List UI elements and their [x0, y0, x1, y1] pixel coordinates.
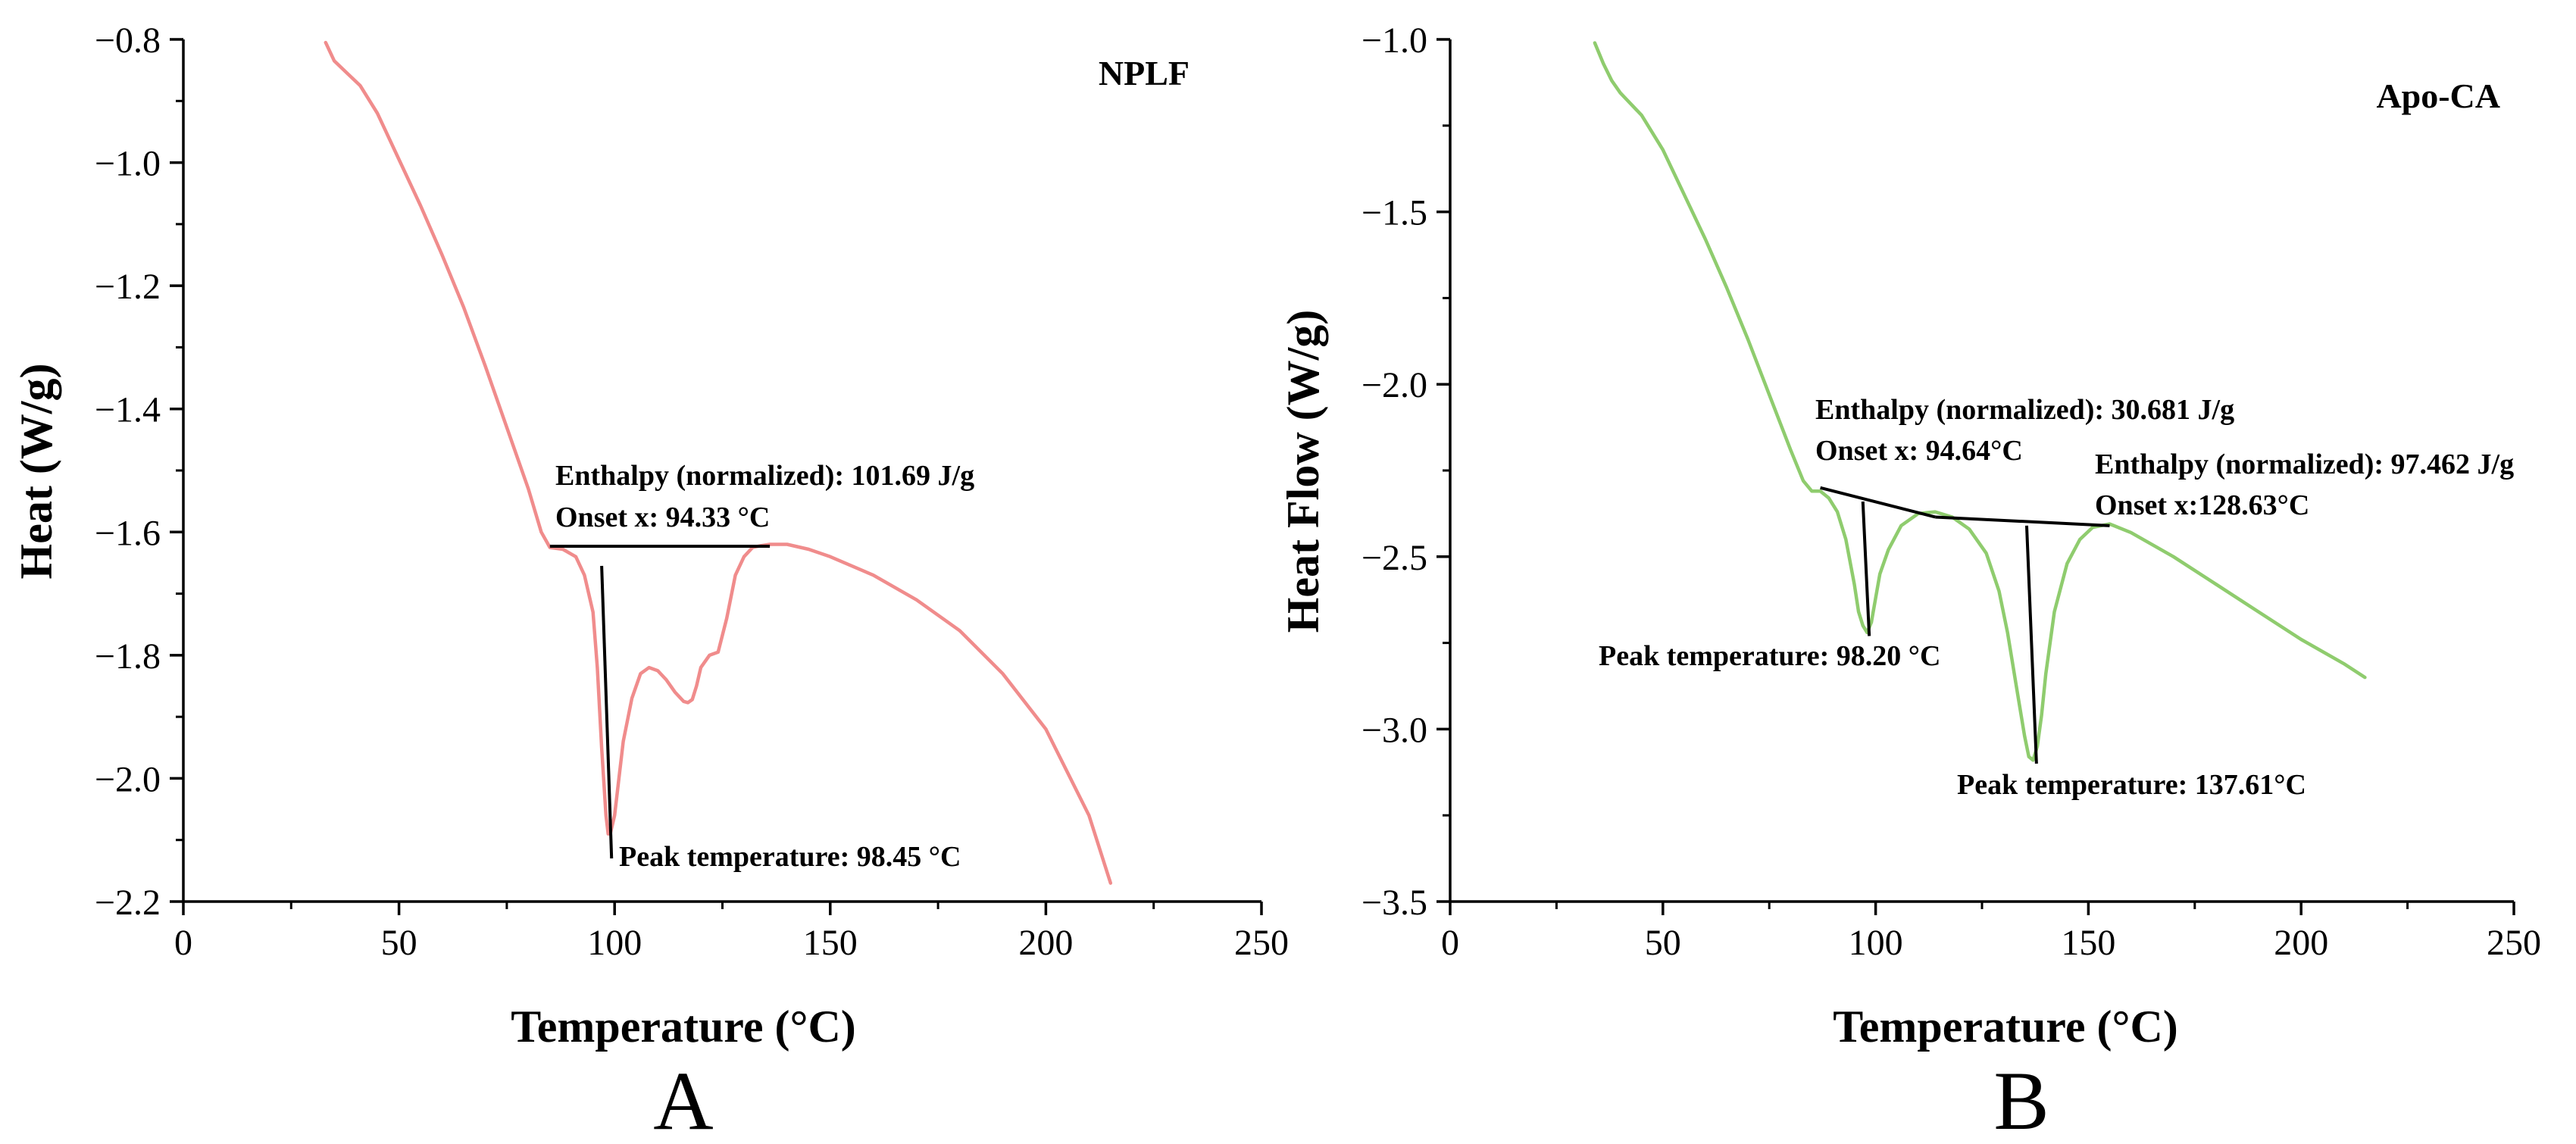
panel-a-x-tick-label: 150: [803, 923, 858, 963]
panel-b: 0 50 100 150 200 250−1.0−1.5−2.0−2.5−3.0−3.5 …: [1278, 20, 2541, 1144]
panel-a-letter: A: [653, 1055, 713, 1144]
panel-a-annotation-lines: [549, 544, 771, 859]
panel-a-y-axis-title: Heat (W/g): [11, 364, 61, 580]
panel-a-y-tick-label: −1.6: [95, 513, 161, 553]
panel-a-y-tick-label: −2.2: [95, 883, 161, 923]
panel-a-x-tick-label: 0: [174, 923, 192, 963]
panel-a-onset-label: Onset x: 94.33 °C: [555, 502, 770, 533]
panel-b-peak-1-label: Peak temperature: 98.20 °C: [1599, 640, 1940, 672]
panel-a-curve-layer: [324, 40, 1113, 885]
panel-b-y-tick-label: −2.5: [1361, 538, 1427, 578]
panel-b-onset-1-label: Onset x: 94.64°C: [1815, 435, 2023, 467]
panel-a-peak-label: Peak temperature: 98.45 °C: [619, 841, 961, 873]
panel-b-axes: 0 50 100 150 200 250 −1.0 −1.5 −2.0 −2.5 −3.0 −3.5: [1361, 20, 2541, 963]
panel-b-y-tick-label: −2.0: [1361, 365, 1427, 405]
panel-a-axes: 0 50 100 150 200 250 −0.8 −1.0 −1.2 −1.4 −1.6 −1.8 −…: [95, 20, 1289, 963]
panel-a-y-tick-label: −1.8: [95, 636, 161, 677]
panel-b-x-tick-label: 100: [1849, 923, 1903, 963]
panel-a-peak-line: [600, 565, 614, 859]
panel-a-series-line: [324, 40, 1113, 885]
panel-b-y-tick-label: −1.5: [1361, 193, 1427, 233]
panel-b-x-tick-label: 0: [1441, 923, 1459, 963]
panel-a-x-tick-label: 200: [1018, 923, 1073, 963]
panel-b-x-tick-label: 200: [2274, 923, 2328, 963]
panel-a-series-label: NPLF: [1099, 54, 1190, 92]
panel-b-y-tick-label: −3.0: [1361, 710, 1427, 750]
panel-a-y-tick-label: −1.4: [95, 390, 161, 430]
panel-b-y-axis-title: Heat Flow (W/g): [1278, 310, 1328, 633]
panel-b-x-tick-label: 150: [2061, 923, 2115, 963]
panel-b-letter: B: [1993, 1055, 2049, 1144]
panel-b-enthalpy-1-label: Enthalpy (normalized): 30.681 J/g: [1815, 394, 2234, 426]
panel-b-peak-line-2: [2024, 525, 2038, 764]
panel-b-peak-line-1: [1861, 501, 1871, 636]
panel-b-x-axis-title: Temperature (°C): [1833, 1002, 2178, 1052]
panel-b-y-tick-label: −3.5: [1361, 883, 1427, 923]
panel-a-y-tick-label: −0.8: [95, 20, 161, 61]
panel-b-series-line: [1593, 41, 2367, 762]
panel-a-x-axis-title: Temperature (°C): [511, 1002, 856, 1052]
panel-a-x-tick-label: 50: [381, 923, 417, 963]
panel-a: 0 50 100 150 200 250 −0.8 −1.0 −1.2 −1.4 −1.6 −1.8 −…: [11, 20, 1289, 1144]
panel-b-y-tick-label: −1.0: [1361, 20, 1427, 61]
panel-a-x-tick-label: 100: [587, 923, 642, 963]
panel-b-enthalpy-2-label: Enthalpy (normalized): 97.462 J/g: [2095, 449, 2514, 480]
panel-b-onset-2-label: Onset x:128.63°C: [2095, 489, 2309, 521]
panel-b-curve-layer: [1593, 41, 2367, 762]
panel-b-x-tick-label: 50: [1645, 923, 1681, 963]
panel-a-y-tick-label: −2.0: [95, 759, 161, 799]
panel-b-annotation-lines: [1820, 486, 2110, 764]
panel-b-series-label: Apo-CA: [2376, 77, 2500, 115]
panel-a-y-tick-label: −1.0: [95, 144, 161, 184]
panel-a-enthalpy-label: Enthalpy (normalized): 101.69 J/g: [555, 460, 974, 492]
panel-a-x-tick-label: 250: [1234, 923, 1289, 963]
panel-b-x-tick-label: 250: [2487, 923, 2541, 963]
panel-b-baseline-2: [1935, 515, 2110, 527]
panel-b-peak-2-label: Peak temperature: 137.61°C: [1957, 769, 2306, 801]
panel-b-baseline-1: [1820, 486, 1936, 519]
panel-a-y-tick-label: −1.2: [95, 267, 161, 307]
